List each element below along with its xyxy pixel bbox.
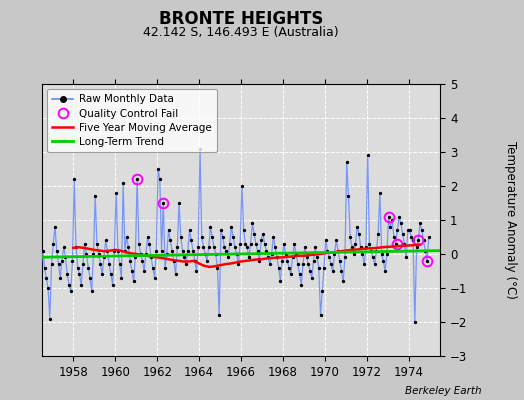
Text: Berkeley Earth: Berkeley Earth (406, 386, 482, 396)
Legend: Raw Monthly Data, Quality Control Fail, Five Year Moving Average, Long-Term Tren: Raw Monthly Data, Quality Control Fail, … (47, 89, 217, 152)
Text: 42.142 S, 146.493 E (Australia): 42.142 S, 146.493 E (Australia) (143, 26, 339, 39)
Text: Temperature Anomaly (°C): Temperature Anomaly (°C) (505, 141, 517, 299)
Text: BRONTE HEIGHTS: BRONTE HEIGHTS (159, 10, 323, 28)
